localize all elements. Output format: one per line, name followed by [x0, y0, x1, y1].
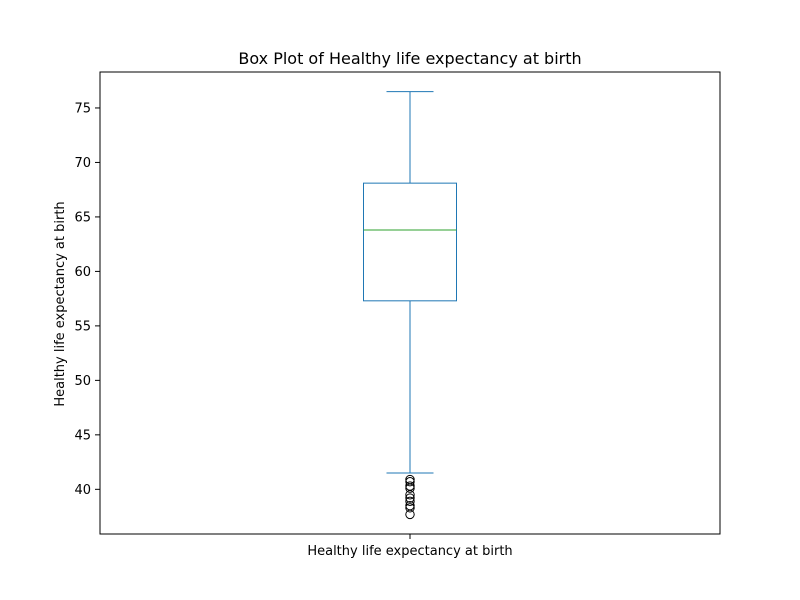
outlier-point — [405, 490, 415, 500]
box-item — [363, 91, 457, 520]
y-tick-label: 70 — [74, 156, 91, 171]
y-tick-label: 65 — [74, 210, 91, 225]
outlier-point — [405, 483, 415, 493]
outlier-point — [405, 503, 415, 513]
chart-title: Box Plot of Healthy life expectancy at b… — [238, 49, 581, 68]
outlier-point — [405, 493, 415, 503]
outlier-point — [405, 476, 415, 487]
y-tick-label: 75 — [74, 101, 91, 116]
y-axis-ticks: 40 45 50 55 60 65 70 75 — [74, 101, 100, 498]
x-tick-label: Healthy life expectancy at birth — [307, 544, 512, 559]
box-group — [363, 91, 457, 520]
y-tick-label: 50 — [74, 374, 91, 389]
y-tick-label: 40 — [74, 483, 91, 498]
y-axis-label: Healthy life expectancy at birth — [53, 201, 68, 406]
plot-frame — [99, 71, 721, 535]
y-tick-label: 55 — [74, 319, 91, 334]
x-axis-ticks: Healthy life expectancy at birth — [307, 534, 513, 559]
outlier-point — [405, 496, 415, 507]
outlier-point — [405, 509, 415, 520]
iqr-box — [363, 182, 457, 302]
y-tick-label: 60 — [74, 265, 91, 280]
y-tick-label: 45 — [74, 428, 91, 443]
